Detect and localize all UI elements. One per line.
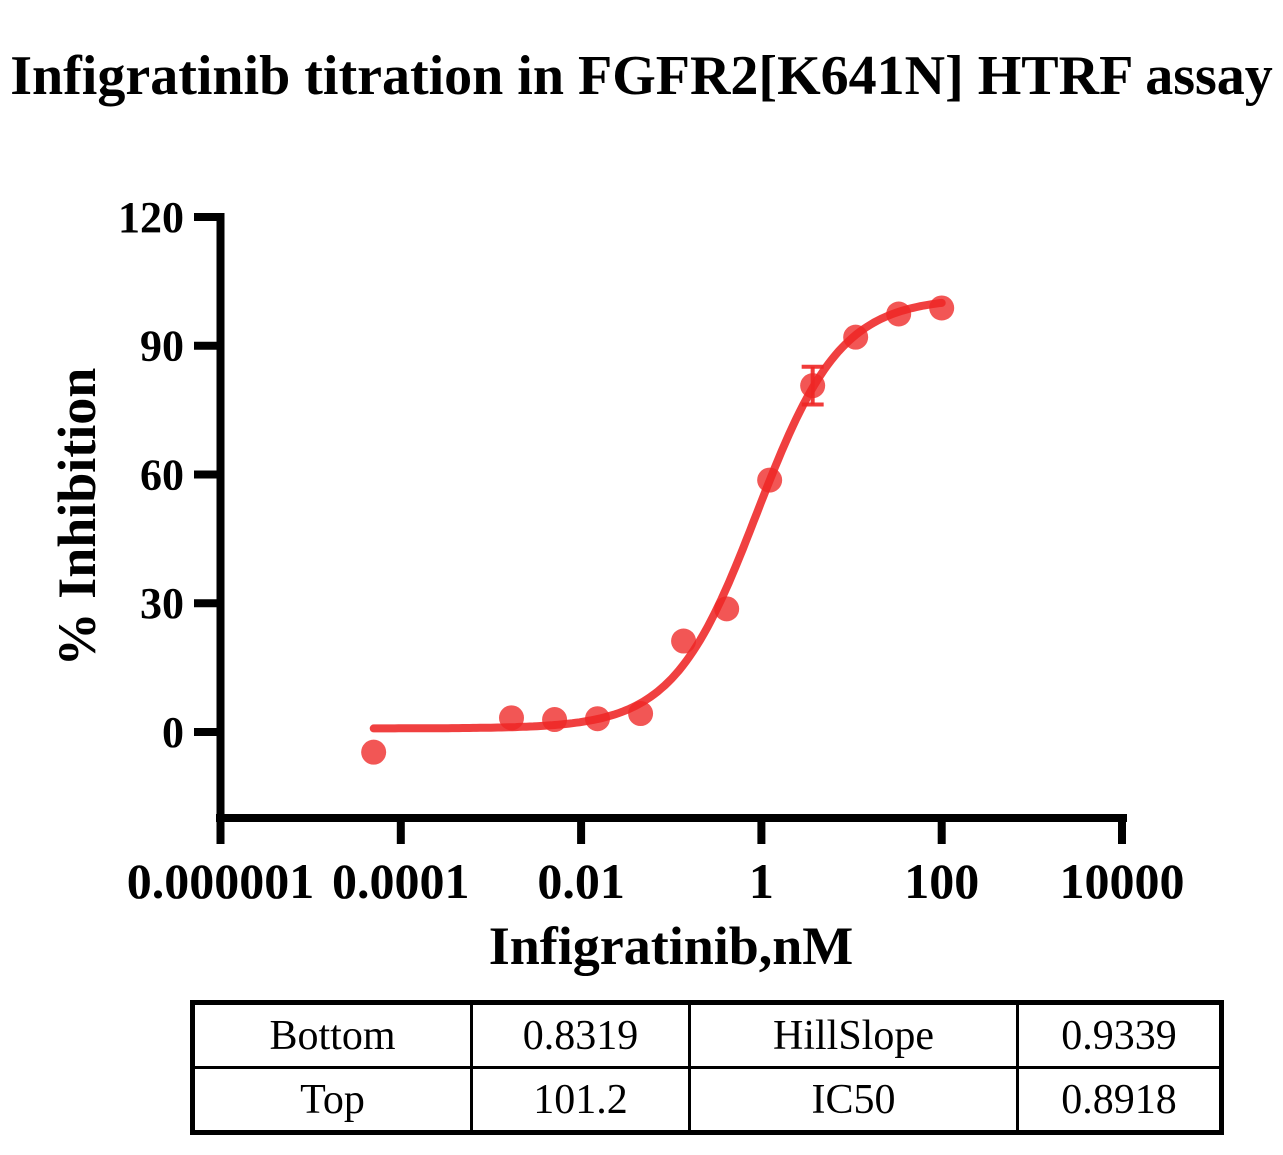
y-tick-label: 120 (118, 193, 184, 242)
data-point (671, 628, 697, 654)
param-value-top: 101.2 (470, 1066, 691, 1134)
data-point (929, 295, 955, 321)
y-tick-label: 90 (140, 322, 184, 371)
data-point (843, 324, 869, 350)
param-value-hillslope: 0.9339 (1016, 1001, 1223, 1069)
fit-parameters-table: Bottom 0.8319 HillSlope 0.9339 Top 101.2… (190, 1000, 1224, 1135)
data-point (498, 705, 524, 731)
y-axis-title: % Inhibition (47, 368, 107, 667)
data-point (361, 739, 387, 765)
param-label-hillslope: HillSlope (688, 1001, 1019, 1069)
data-point (714, 596, 740, 622)
param-label-top: Top (191, 1066, 473, 1134)
table-row: Top 101.2 IC50 0.8918 (191, 1066, 1223, 1134)
x-tick-label: 1 (749, 853, 774, 909)
y-tick-label: 60 (140, 450, 184, 499)
data-point (886, 301, 912, 327)
data-point (542, 707, 568, 733)
fit-parameters-grid: Bottom 0.8319 HillSlope 0.9339 Top 101.2… (190, 1000, 1224, 1135)
chart-title: Infigratinib titration in FGFR2[K641N] H… (10, 45, 1273, 107)
x-tick-label: 0.0001 (332, 853, 470, 909)
param-label-ic50: IC50 (688, 1066, 1019, 1134)
param-value-ic50: 0.8918 (1016, 1066, 1223, 1134)
y-tick-label: 30 (140, 579, 184, 628)
dose-response-chart: 0 30 60 90 120 0.000001 0.0001 0.01 1 100 10000 Inf… (47, 193, 1185, 976)
y-tick-label: 0 (162, 708, 184, 757)
x-tick-label: 10000 (1060, 853, 1185, 909)
table-row: Bottom 0.8319 HillSlope 0.9339 (191, 1001, 1223, 1069)
data-point (584, 706, 610, 732)
x-tick-label: 100 (904, 853, 979, 909)
x-tick-label: 0.000001 (127, 853, 315, 909)
x-tick-label: 0.01 (537, 853, 625, 909)
param-value-bottom: 0.8319 (470, 1001, 691, 1069)
data-point (628, 701, 654, 727)
param-label-bottom: Bottom (191, 1001, 473, 1069)
x-axis-title: Infigratinib,nM (489, 916, 854, 976)
data-point (757, 467, 783, 493)
fit-curve (369, 298, 946, 733)
